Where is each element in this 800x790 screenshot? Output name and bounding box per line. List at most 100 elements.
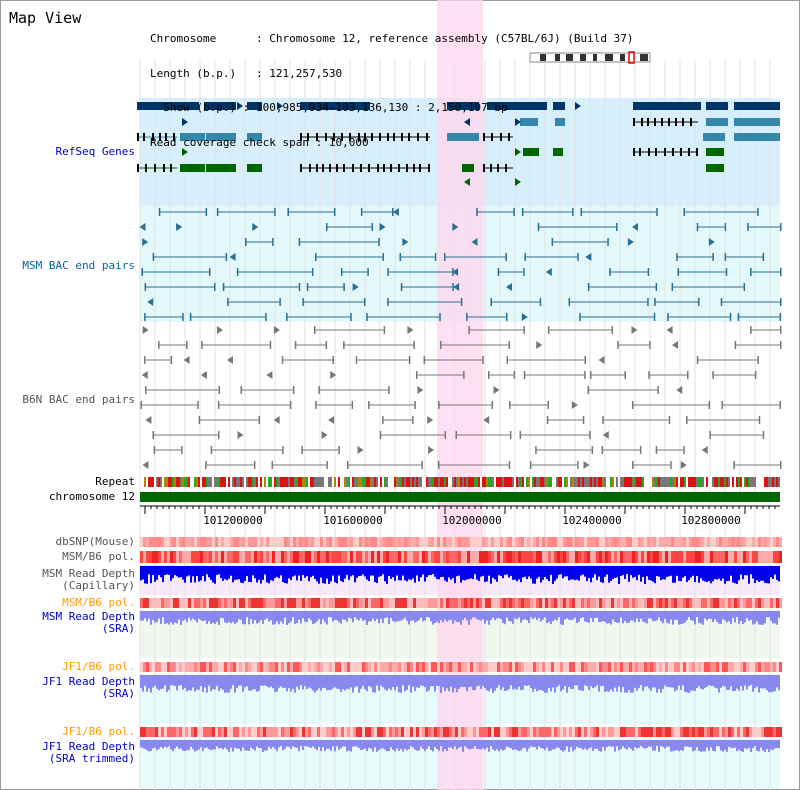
depth-bar-jf1-trim <box>650 740 652 747</box>
bac-end <box>214 283 216 291</box>
depth-bar-jf1-trim <box>406 740 408 751</box>
polymorphism-cell <box>407 551 410 563</box>
repeat-element <box>680 477 682 487</box>
repeat-element <box>428 477 430 487</box>
depth-bar-jf1-sra <box>432 675 434 687</box>
depth-bar-jf1-trim <box>322 740 324 748</box>
polymorphism-cell <box>215 662 218 672</box>
depth-bar-msm-sra <box>176 611 178 624</box>
polymorphism-cell <box>200 537 203 547</box>
depth-bar-msm-sra <box>188 611 190 618</box>
polymorphism-cell <box>302 727 305 737</box>
polymorphism-cell <box>440 537 443 547</box>
bac-end <box>709 431 711 439</box>
depth-bar-jf1-trim <box>570 740 572 748</box>
bac-end <box>750 326 752 334</box>
polymorphism-cell <box>482 551 485 563</box>
depth-bar-capillary <box>566 566 568 577</box>
depth-bar-jf1-trim <box>632 740 634 751</box>
track-label-jf1-b6-pol-2[interactable]: JF1/B6 pol. <box>62 725 135 738</box>
track-label-dbsnp[interactable]: dbSNP(Mouse) <box>55 535 135 548</box>
gene-block <box>734 133 780 141</box>
repeat-element <box>282 477 284 487</box>
depth-bar-jf1-trim <box>294 740 296 748</box>
polymorphism-cell <box>773 662 776 672</box>
polymorphism-cell <box>188 537 191 547</box>
depth-bar-msm-sra <box>300 611 302 624</box>
polymorphism-cell <box>599 551 602 563</box>
polymorphism-cell <box>623 598 626 608</box>
polymorphism-cell <box>230 727 233 737</box>
polymorphism-cell <box>449 551 452 563</box>
bac-end <box>780 326 782 334</box>
polymorphism-cell <box>386 662 389 672</box>
depth-bar-jf1-trim <box>646 740 648 748</box>
depth-bar-msm-sra <box>708 611 710 619</box>
bac-end <box>547 401 550 409</box>
track-label-refseq[interactable]: RefSeq Genes <box>55 145 135 158</box>
bac-end <box>509 431 512 439</box>
polymorphism-cell <box>545 598 548 608</box>
polymorphism-cell <box>590 662 593 672</box>
polymorphism-cell <box>368 727 371 737</box>
depth-bar-msm-sra <box>160 611 162 624</box>
track-label-jf1-depth-sra[interactable]: JF1 Read Depth (SRA) <box>42 675 135 700</box>
repeat-element <box>208 477 210 487</box>
depth-bar-capillary <box>732 566 734 583</box>
polymorphism-cell <box>206 727 209 737</box>
track-label-b6n-bac[interactable]: B6N BAC end pairs <box>22 393 135 406</box>
track-label-msm-b6-pol-1[interactable]: MSM/B6 pol. <box>62 550 135 563</box>
depth-bar-jf1-trim <box>692 740 694 752</box>
polymorphism-cell <box>740 598 743 608</box>
depth-bar-capillary <box>660 566 662 581</box>
exon <box>426 133 428 141</box>
polymorphism-cell <box>230 537 233 547</box>
bac-end <box>222 283 225 291</box>
depth-bar-capillary <box>188 566 190 576</box>
polymorphism-cell <box>371 662 374 672</box>
polymorphism-cell <box>494 598 497 608</box>
polymorphism-cell <box>467 537 470 547</box>
exon <box>173 133 175 141</box>
polymorphism-cell <box>431 727 434 737</box>
depth-bar-jf1-trim <box>556 740 558 748</box>
polymorphism-cell <box>392 537 395 547</box>
depth-bar-jf1-sra <box>182 675 184 690</box>
bac-end <box>780 298 782 306</box>
track-label-msm-b6-pol-2[interactable]: MSM/B6 pol. <box>62 596 135 609</box>
repeat-element <box>622 477 624 487</box>
depth-bar-capillary <box>314 566 316 580</box>
repeat-element <box>186 477 188 487</box>
depth-bar-jf1-sra <box>278 675 280 688</box>
depth-bar-capillary <box>278 566 280 579</box>
track-label-msm-depth-sra[interactable]: MSM Read Depth (SRA) <box>42 610 135 635</box>
polymorphism-cell <box>773 598 776 608</box>
polymorphism-cell <box>557 537 560 547</box>
track-label-jf1-b6-pol-1[interactable]: JF1/B6 pol. <box>62 660 135 673</box>
track-label-msm-depth-capillary[interactable]: MSM Read Depth (Capillary) <box>42 567 135 592</box>
polymorphism-cell <box>242 727 245 737</box>
depth-bar-jf1-sra <box>744 675 746 686</box>
depth-bar-msm-sra <box>534 611 536 618</box>
bac-end <box>758 416 761 424</box>
track-label-jf1-depth-trimmed[interactable]: JF1 Read Depth (SRA trimmed) <box>42 740 135 765</box>
repeat-element <box>200 477 202 487</box>
depth-bar-jf1-sra <box>478 675 480 686</box>
polymorphism-cell <box>686 551 689 563</box>
depth-bar-capillary <box>432 566 434 575</box>
polymorphism-cell <box>269 537 272 547</box>
polymorphism-cell <box>674 551 677 563</box>
polymorphism-cell <box>380 662 383 672</box>
depth-bar-msm-sra <box>772 611 774 624</box>
polymorphism-cell <box>542 727 545 737</box>
bac-end <box>186 341 188 349</box>
repeat-element <box>260 477 262 487</box>
polymorphism-cell <box>767 551 770 563</box>
polymorphism-cell <box>173 598 176 608</box>
polymorphism-cell <box>767 662 770 672</box>
polymorphism-cell <box>737 662 740 672</box>
polymorphism-cell <box>191 598 194 608</box>
track-label-msm-bac[interactable]: MSM BAC end pairs <box>22 259 135 272</box>
exon <box>393 133 395 141</box>
